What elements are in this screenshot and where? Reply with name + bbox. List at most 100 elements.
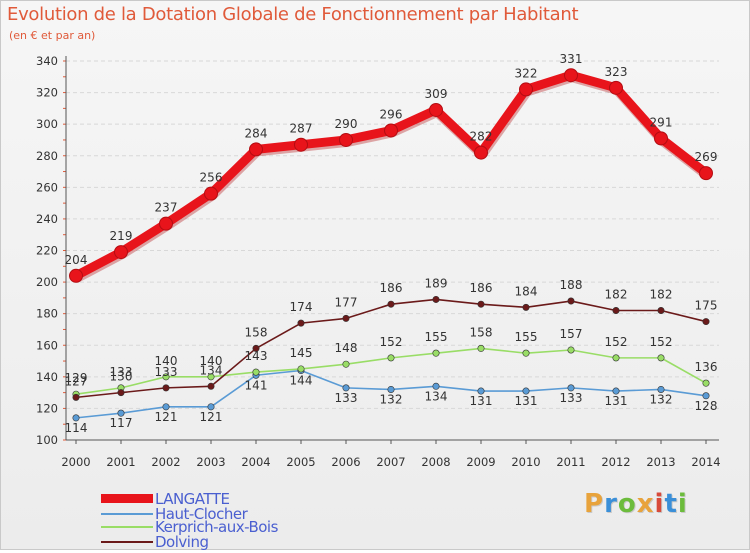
data-label: 296: [380, 107, 403, 121]
y-tick-label: 260: [36, 180, 58, 194]
y-tick-label: 160: [36, 338, 58, 352]
data-label: 140: [200, 354, 223, 368]
series-group: [69, 68, 713, 422]
data-label: 186: [380, 281, 403, 295]
data-point: [612, 307, 620, 315]
data-label: 157: [560, 327, 583, 341]
data-label: 309: [425, 87, 448, 101]
data-label: 121: [200, 410, 223, 424]
data-label: 134: [425, 389, 448, 403]
data-label: 114: [65, 421, 88, 435]
data-label: 204: [65, 253, 88, 267]
axes: [63, 56, 719, 444]
data-label: 148: [335, 341, 358, 355]
x-tick-labels: 2000 2001 2002 2003 2004 2005 2006 2007 2008 2009…: [61, 455, 720, 469]
data-label: 152: [650, 335, 673, 349]
data-point: [474, 145, 488, 160]
data-point: [564, 68, 578, 83]
data-point: [342, 314, 350, 322]
data-point: [567, 297, 575, 305]
data-point: [252, 344, 260, 352]
legend-label: LANGATTE: [155, 490, 230, 508]
legend-swatch: [101, 526, 153, 528]
data-point: [162, 384, 170, 392]
y-tick-label: 300: [36, 117, 58, 131]
x-tick-label: 2010: [511, 455, 540, 469]
data-label: 144: [290, 374, 313, 388]
x-tick-label: 2006: [331, 455, 360, 469]
data-point: [204, 186, 218, 201]
data-point: [114, 245, 128, 260]
data-label: 133: [335, 391, 358, 405]
y-tick-label: 140: [36, 370, 58, 384]
data-point: [519, 82, 533, 97]
data-label: 186: [470, 281, 493, 295]
data-label: 129: [65, 371, 88, 385]
data-label: 184: [515, 284, 538, 298]
data-point: [657, 385, 665, 393]
data-label: 155: [515, 330, 538, 344]
data-point: [207, 403, 215, 411]
x-tick-label: 2013: [646, 455, 675, 469]
data-label: 282: [470, 130, 493, 144]
legend-label: Haut-Clocher: [155, 505, 248, 523]
x-tick-label: 2011: [556, 455, 585, 469]
data-label: 155: [425, 330, 448, 344]
data-point: [432, 295, 440, 303]
data-point: [522, 303, 530, 311]
data-label: 182: [605, 288, 628, 302]
data-label: 130: [110, 370, 133, 384]
data-label: 188: [560, 278, 583, 292]
data-labels: 204 219 237 256 284 287 290 296 309 282 322 331 323 2…: [65, 52, 718, 435]
data-label: 121: [155, 410, 178, 424]
data-label: 134: [200, 363, 223, 377]
x-tick-label: 2007: [376, 455, 405, 469]
data-label: 128: [695, 399, 718, 413]
y-tick-label: 100: [36, 433, 58, 447]
data-point: [522, 349, 530, 357]
data-label: 291: [650, 115, 673, 129]
y-tick-label: 340: [36, 54, 58, 68]
x-tick-label: 2004: [241, 455, 270, 469]
data-point: [387, 300, 395, 308]
data-label: 136: [695, 360, 718, 374]
data-label: 133: [155, 365, 178, 379]
data-point: [522, 387, 530, 395]
data-point: [342, 360, 350, 368]
data-point: [207, 373, 215, 381]
y-tick-labels: 100 120 140 160 180 200 220 240 260 280 300 320 340: [36, 54, 58, 447]
data-label: 158: [245, 325, 268, 339]
proxiti-logo: Proxiti: [584, 489, 688, 519]
data-point: [162, 373, 170, 381]
data-label: 322: [515, 66, 538, 80]
x-tick-label: 2002: [151, 455, 180, 469]
data-point: [207, 382, 215, 390]
data-label: 152: [605, 335, 628, 349]
data-label: 131: [515, 394, 538, 408]
data-point: [477, 300, 485, 308]
data-label: 132: [380, 392, 403, 406]
data-point: [297, 319, 305, 327]
x-tick-label: 2001: [106, 455, 135, 469]
data-label: 131: [605, 394, 628, 408]
data-point: [702, 318, 710, 326]
x-tick-label: 2012: [601, 455, 630, 469]
legend-swatch: [101, 513, 153, 515]
legend-swatch: [101, 541, 153, 543]
data-point: [159, 216, 173, 231]
data-label: 175: [695, 299, 718, 313]
data-point: [657, 307, 665, 315]
data-label: 131: [470, 394, 493, 408]
data-label: 174: [290, 300, 313, 314]
data-point: [72, 414, 80, 422]
y-tick-label: 120: [36, 401, 58, 415]
data-point: [387, 354, 395, 362]
data-label: 284: [245, 126, 268, 140]
data-point: [117, 389, 125, 397]
data-label: 158: [470, 325, 493, 339]
data-point: [657, 354, 665, 362]
data-point: [432, 382, 440, 390]
data-point: [702, 392, 710, 400]
